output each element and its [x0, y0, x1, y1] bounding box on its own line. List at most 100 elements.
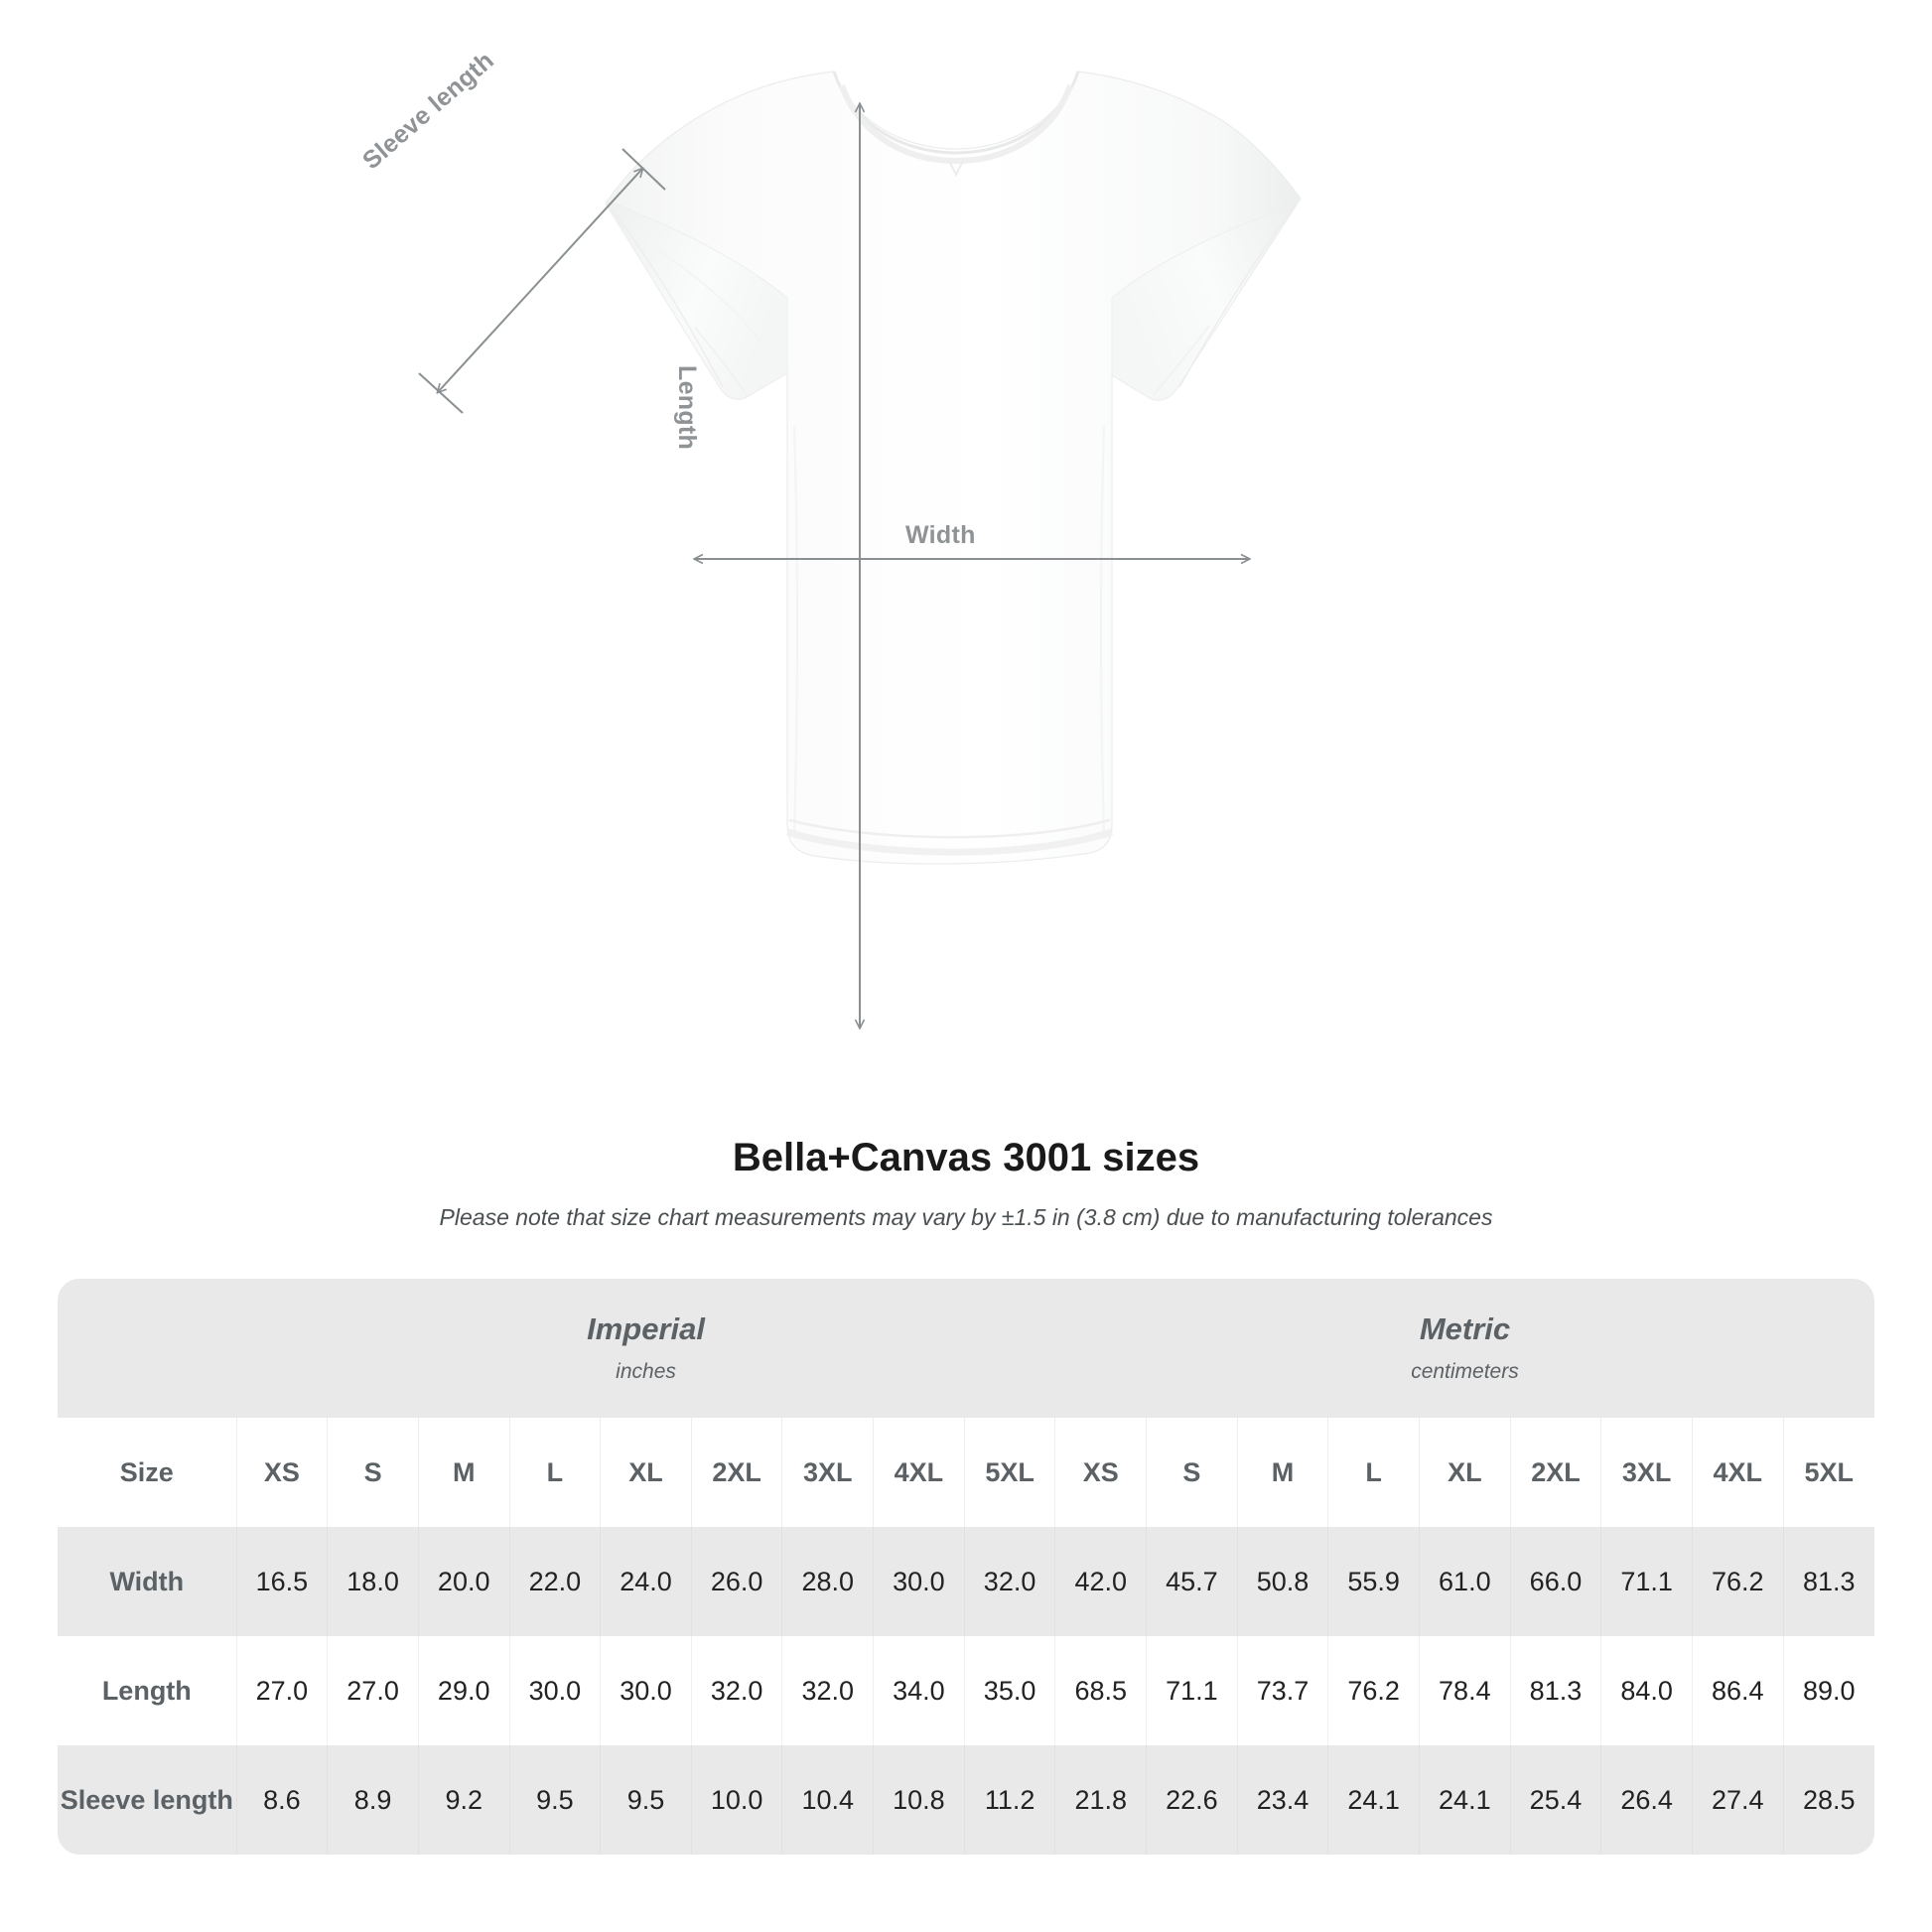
measurement-cell: 78.4	[1419, 1636, 1511, 1745]
measurement-cell: 23.4	[1236, 1745, 1328, 1855]
size-header-cell: XL	[600, 1418, 692, 1527]
measurement-cell: 30.0	[873, 1527, 965, 1636]
size-table-container: Imperial inches Metric centimeters Size XS S M L…	[58, 1279, 1874, 1855]
measurement-cell: 27.0	[235, 1636, 328, 1745]
size-header-cell: S	[327, 1418, 419, 1527]
measurement-cell: 30.0	[600, 1636, 692, 1745]
measurement-cell: 21.8	[1054, 1745, 1147, 1855]
measurement-cell: 30.0	[508, 1636, 601, 1745]
measurement-cell: 32.0	[781, 1636, 874, 1745]
measurement-cell: 10.4	[781, 1745, 874, 1855]
size-header-cell: XS	[235, 1418, 328, 1527]
measurement-cell: 71.1	[1600, 1527, 1693, 1636]
measurement-cell: 16.5	[235, 1527, 328, 1636]
measurement-cell: 29.0	[417, 1636, 510, 1745]
measurement-cell: 81.3	[1509, 1636, 1601, 1745]
size-header-cell: 4XL	[873, 1418, 965, 1527]
measurement-cell: 50.8	[1236, 1527, 1328, 1636]
measurement-cell: 22.6	[1146, 1745, 1238, 1855]
width-dimension-label: Width	[905, 521, 976, 549]
size-header-cell: L	[508, 1418, 601, 1527]
size-header-cell: M	[417, 1418, 510, 1527]
tshirt-body-shape	[605, 70, 1302, 865]
measurement-cell: 89.0	[1782, 1636, 1874, 1745]
unit-band-row: Imperial inches Metric centimeters	[58, 1279, 1874, 1418]
measurement-cell: 26.0	[690, 1527, 782, 1636]
unit-band-system-label: Imperial	[587, 1311, 705, 1346]
measurement-cell: 27.0	[327, 1636, 419, 1745]
measurement-cell: 61.0	[1419, 1527, 1511, 1636]
measurement-cell: 86.4	[1691, 1636, 1784, 1745]
unit-band-imperial: Imperial inches	[236, 1279, 1055, 1418]
measurement-cell: 9.2	[417, 1745, 510, 1855]
unit-band-unit-label: centimeters	[1411, 1360, 1519, 1384]
measurement-cell: 81.3	[1782, 1527, 1874, 1636]
measurement-cell: 24.1	[1327, 1745, 1420, 1855]
size-header-row: Size XS S M L XL 2XL 3XL 4XL 5XL XS S M L XL 2XL 3XL 4XL 5…	[58, 1418, 1874, 1527]
size-header-cell: 3XL	[781, 1418, 874, 1527]
measurement-cell: 55.9	[1327, 1527, 1420, 1636]
measurement-cell: 76.2	[1691, 1527, 1784, 1636]
measurement-cell: 22.0	[508, 1527, 601, 1636]
tshirt-diagram-svg	[418, 70, 1302, 1122]
measurement-cell: 32.0	[963, 1527, 1055, 1636]
size-header-cell: 4XL	[1691, 1418, 1784, 1527]
size-header-cell: 5XL	[1782, 1418, 1874, 1527]
size-header-cell: S	[1146, 1418, 1238, 1527]
unit-band-system-label: Metric	[1419, 1311, 1511, 1346]
measurement-cell: 10.8	[873, 1745, 965, 1855]
measurement-cell: 34.0	[873, 1636, 965, 1745]
size-header-cell: 2XL	[690, 1418, 782, 1527]
measurement-cell: 24.1	[1419, 1745, 1511, 1855]
measurement-cell: 25.4	[1509, 1745, 1601, 1855]
size-header-cell: L	[1327, 1418, 1420, 1527]
measurement-cell: 11.2	[963, 1745, 1055, 1855]
table-row: Width 16.5 18.0 20.0 22.0 24.0 26.0 28.0 30.0 32.…	[58, 1527, 1874, 1636]
measurement-cell: 26.4	[1600, 1745, 1693, 1855]
table-row: Sleeve length 8.6 8.9 9.2 9.5 9.5 10.0 10.4 10.8…	[58, 1745, 1874, 1855]
measurement-cell: 10.0	[690, 1745, 782, 1855]
measurement-cell: 9.5	[600, 1745, 692, 1855]
measurement-cell: 20.0	[417, 1527, 510, 1636]
size-table: Imperial inches Metric centimeters Size XS S M L…	[58, 1279, 1874, 1855]
size-header-cell: 2XL	[1509, 1418, 1601, 1527]
measurement-cell: 8.9	[327, 1745, 419, 1855]
measurement-cell: 45.7	[1146, 1527, 1238, 1636]
measurement-cell: 8.6	[235, 1745, 328, 1855]
measurement-cell: 73.7	[1236, 1636, 1328, 1745]
row-label: Width	[58, 1527, 237, 1636]
size-header-cell: 5XL	[963, 1418, 1055, 1527]
measurement-cell: 71.1	[1146, 1636, 1238, 1745]
measurement-cell: 28.0	[781, 1527, 874, 1636]
tshirt-illustration: Sleeve length Length Width	[357, 47, 1302, 1122]
size-header-cell: XS	[1054, 1418, 1147, 1527]
size-header-cell: 3XL	[1600, 1418, 1693, 1527]
table-row: Length 27.0 27.0 29.0 30.0 30.0 32.0 32.0 34.0 35…	[58, 1636, 1874, 1745]
size-header-cell: XL	[1419, 1418, 1511, 1527]
size-header-label: Size	[58, 1418, 237, 1527]
measurement-cell: 68.5	[1054, 1636, 1147, 1745]
measurement-cell: 9.5	[508, 1745, 601, 1855]
measurement-cell: 27.4	[1691, 1745, 1784, 1855]
page-title: Bella+Canvas 3001 sizes	[732, 1136, 1200, 1179]
measurement-cell: 84.0	[1600, 1636, 1693, 1745]
measurement-cell: 76.2	[1327, 1636, 1420, 1745]
measurement-cell: 35.0	[963, 1636, 1055, 1745]
row-label: Sleeve length	[58, 1745, 237, 1855]
unit-band-unit-label: inches	[616, 1360, 676, 1384]
measurement-cell: 42.0	[1054, 1527, 1147, 1636]
unit-band-metric: Metric centimeters	[1054, 1279, 1874, 1418]
sleeve-length-dimension-arrow	[418, 148, 666, 414]
measurement-cell: 24.0	[600, 1527, 692, 1636]
tolerance-note: Please note that size chart measurements…	[439, 1204, 1493, 1230]
measurement-cell: 18.0	[327, 1527, 419, 1636]
size-header-cell: M	[1236, 1418, 1328, 1527]
unit-band-spacer	[58, 1279, 237, 1418]
row-label: Length	[58, 1636, 237, 1745]
caption-block: Bella+Canvas 3001 sizes Please note that…	[0, 1134, 1932, 1233]
measurement-cell: 66.0	[1509, 1527, 1601, 1636]
length-dimension-label: Length	[673, 365, 701, 451]
measurement-cell: 28.5	[1782, 1745, 1874, 1855]
measurement-cell: 32.0	[690, 1636, 782, 1745]
